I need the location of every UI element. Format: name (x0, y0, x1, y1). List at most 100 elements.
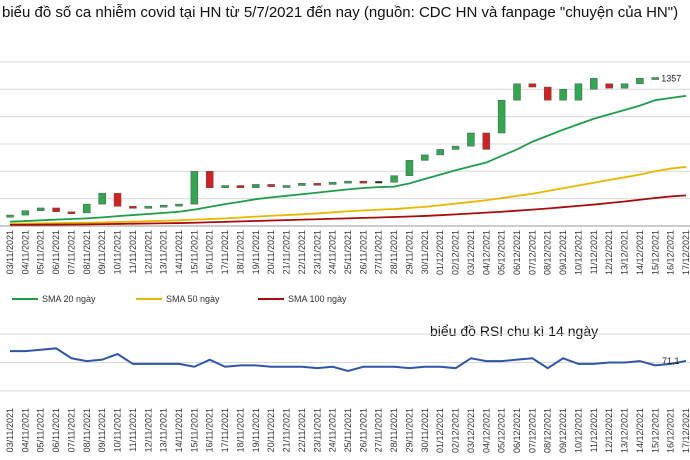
x-tick-label: 12/12/2021 (604, 230, 614, 275)
x-tick-label: 14/11/2021 (174, 230, 184, 274)
rsi-x-tick-label: 19/11/2021 (251, 408, 261, 452)
rsi-x-tick-label: 05/11/2021 (36, 408, 46, 452)
rsi-data-labels: 71,1 (662, 356, 680, 366)
x-tick-label: 06/11/2021 (51, 230, 61, 274)
rsi-x-tick-label: 16/11/2021 (205, 408, 215, 452)
rsi-x-tick-label: 24/11/2021 (328, 408, 338, 452)
x-tick-label: 17/12/2021 (681, 230, 690, 275)
x-tick-label: 18/11/2021 (235, 230, 245, 274)
rsi-x-tick-label: 03/12/2021 (466, 408, 476, 453)
candle-up (497, 99, 506, 134)
candle-up (559, 88, 567, 101)
chart-title: biểu đồ số ca nhiễm covid tại HN từ 5/7/… (2, 4, 679, 21)
candle-down (129, 206, 137, 209)
main-gridlines (0, 61, 690, 227)
x-tick-label: 23/11/2021 (312, 230, 322, 274)
rsi-x-tick-label: 01/12/2021 (435, 408, 445, 453)
rsi-x-tick-label: 10/11/2021 (113, 408, 123, 452)
x-tick-label: 08/12/2021 (543, 230, 553, 275)
candle-up (190, 171, 199, 205)
legend-sma20-label: SMA 20 ngày (42, 294, 96, 304)
sma100-line (9, 194, 687, 226)
rsi-x-tick-label: 11/11/2021 (128, 408, 138, 452)
rsi-x-tick-label: 05/12/2021 (497, 408, 507, 453)
candle-up (298, 183, 306, 186)
x-tick-label: 06/12/2021 (512, 230, 522, 275)
rsi-x-tick-label: 09/11/2021 (97, 408, 107, 452)
rsi-x-tick-label: 06/12/2021 (512, 408, 522, 453)
candle-down (236, 185, 245, 188)
data-label: 1357 (661, 74, 681, 84)
x-tick-label: 11/12/2021 (589, 230, 599, 274)
rsi-chart-title: biểu đồ RSI chu kì 14 ngày (430, 323, 599, 339)
x-tick-label: 09/12/2021 (558, 230, 568, 275)
rsi-x-tick-label: 12/12/2021 (604, 408, 614, 453)
rsi-x-tick-label: 23/11/2021 (312, 408, 322, 452)
x-tick-label: 10/12/2021 (573, 230, 583, 275)
candle-up (590, 78, 598, 90)
x-tick-label: 03/11/2021 (5, 230, 15, 274)
rsi-x-tick-label: 17/11/2021 (220, 408, 230, 452)
candle-up (405, 160, 414, 176)
candle-down (113, 192, 122, 207)
rsi-x-tick-label: 08/12/2021 (543, 408, 553, 453)
x-tick-label: 07/11/2021 (66, 230, 76, 274)
x-tick-label: 11/11/2021 (128, 230, 138, 274)
x-tick-label: 09/11/2021 (97, 230, 107, 274)
rsi-x-tick-label: 22/11/2021 (297, 408, 307, 452)
rsi-x-tick-label: 03/11/2021 (5, 408, 15, 452)
rsi-x-tick-label: 29/11/2021 (404, 408, 414, 452)
candle-up (390, 175, 398, 183)
candle-up (436, 149, 444, 156)
candle-up (344, 180, 352, 184)
x-tick-label: 15/11/2021 (189, 230, 199, 274)
candle-up (620, 83, 629, 89)
rsi-x-tick-label: 16/12/2021 (666, 408, 676, 453)
rsi-x-tick-label: 30/11/2021 (420, 408, 430, 452)
x-tick-label: 05/12/2021 (497, 230, 507, 275)
candle-down (359, 180, 368, 184)
candle-up (467, 132, 475, 147)
candle-down (543, 86, 552, 101)
main-data-labels: 1357 (661, 74, 681, 84)
candle-up (252, 184, 260, 188)
rsi-x-tick-label: 07/12/2021 (527, 408, 537, 453)
rsi-x-tick-label: 25/11/2021 (343, 408, 353, 452)
main-x-axis: 03/11/2021 04/11/2021 05/11/2021 06/11/2021… (5, 230, 690, 275)
x-tick-label: 28/11/2021 (389, 230, 399, 274)
sma-lines (9, 94, 687, 226)
x-tick-label: 08/11/2021 (82, 230, 92, 274)
sma20-line (9, 94, 687, 223)
rsi-line (10, 347, 687, 373)
x-tick-label: 30/11/2021 (420, 230, 430, 274)
candle-up (6, 214, 14, 218)
rsi-x-tick-label: 09/12/2021 (558, 408, 568, 453)
rsi-x-tick-label: 12/11/2021 (143, 408, 153, 452)
x-tick-label: 03/12/2021 (466, 230, 476, 275)
rsi-x-tick-label: 26/11/2021 (358, 408, 368, 452)
x-tick-label: 02/12/2021 (451, 230, 461, 275)
x-tick-label: 27/11/2021 (374, 230, 384, 274)
rsi-x-tick-label: 14/11/2021 (174, 408, 184, 452)
candle-up (328, 181, 337, 185)
candle-down (52, 207, 60, 213)
rsi-x-tick-label: 21/11/2021 (282, 408, 292, 452)
x-tick-label: 12/11/2021 (143, 230, 153, 274)
legend: SMA 20 ngày SMA 50 ngày SMA 100 ngày (12, 294, 347, 304)
candle-up (83, 203, 91, 214)
candle-up (175, 203, 183, 207)
legend-sma50-label: SMA 50 ngày (166, 294, 220, 304)
candle-down (267, 184, 275, 187)
candle-up (144, 206, 153, 209)
x-tick-label: 19/11/2021 (251, 230, 261, 274)
rsi-x-tick-label: 06/11/2021 (51, 408, 61, 452)
x-tick-label: 24/11/2021 (328, 230, 338, 274)
rsi-x-tick-label: 27/11/2021 (374, 408, 384, 452)
rsi-x-axis: 03/11/2021 04/11/2021 05/11/2021 06/11/2021… (5, 408, 690, 453)
x-tick-label: 16/12/2021 (666, 230, 676, 275)
rsi-x-tick-label: 20/11/2021 (266, 408, 276, 452)
rsi-x-tick-label: 13/12/2021 (620, 408, 630, 453)
rsi-x-tick-label: 18/11/2021 (235, 408, 245, 452)
x-tick-label: 17/11/2021 (220, 230, 230, 274)
candle-up (159, 204, 168, 208)
